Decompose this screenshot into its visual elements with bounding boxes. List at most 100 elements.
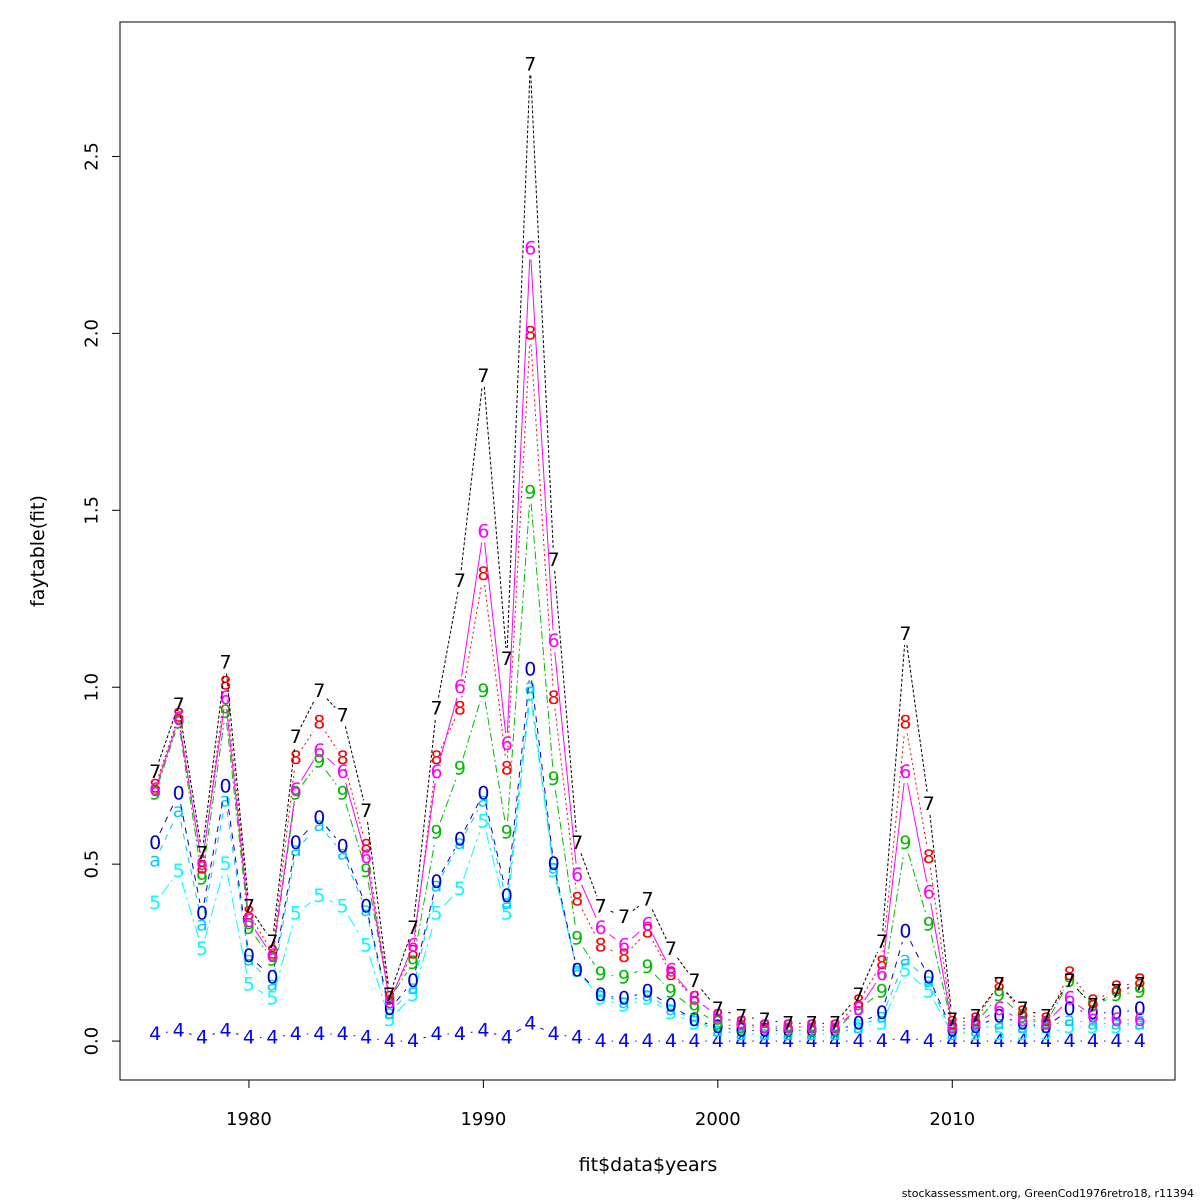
series-line-segment bbox=[909, 940, 925, 968]
series-line-segment bbox=[1102, 996, 1108, 1001]
series-line-segment bbox=[609, 934, 616, 940]
data-point: 8 bbox=[149, 775, 161, 797]
data-point: 8 bbox=[923, 846, 935, 868]
data-point: 5 bbox=[243, 973, 255, 995]
series-line-segment bbox=[158, 715, 176, 762]
data-point: a bbox=[220, 789, 232, 811]
series-line-segment bbox=[235, 1033, 239, 1035]
data-point: 5 bbox=[1063, 1016, 1075, 1038]
series-line-segment bbox=[226, 708, 249, 910]
data-point: a bbox=[1017, 1016, 1029, 1038]
series-line-segment bbox=[273, 747, 296, 932]
data-point: 8 bbox=[290, 747, 302, 769]
data-point: 5 bbox=[149, 892, 161, 914]
data-point: 7 bbox=[946, 1009, 958, 1031]
data-point: 8 bbox=[477, 563, 489, 585]
data-point: 5 bbox=[407, 984, 419, 1006]
data-point: 4 bbox=[595, 1030, 607, 1052]
series-line-segment bbox=[345, 768, 364, 836]
series-line-segment bbox=[203, 811, 224, 914]
data-point: 4 bbox=[1040, 1030, 1052, 1052]
series-line-segment bbox=[554, 708, 577, 889]
data-point: 9 bbox=[782, 1019, 794, 1041]
data-point: 5 bbox=[290, 903, 302, 925]
data-point: 5 bbox=[219, 853, 231, 875]
series-line-segment bbox=[882, 783, 905, 963]
data-point: a bbox=[642, 984, 654, 1006]
data-point: a bbox=[384, 1002, 396, 1024]
data-point: a bbox=[923, 970, 935, 992]
series-line-segment bbox=[368, 917, 388, 999]
series-line-segment bbox=[158, 729, 176, 780]
data-point: 4 bbox=[899, 1027, 911, 1049]
data-point: 5 bbox=[196, 938, 208, 960]
series-line-segment bbox=[301, 760, 315, 781]
series-line-segment bbox=[414, 843, 436, 953]
data-point: 0 bbox=[1087, 1002, 1099, 1024]
series-line-segment bbox=[728, 1019, 731, 1021]
data-point: 4 bbox=[852, 1030, 864, 1052]
series-line-segment bbox=[652, 933, 667, 961]
data-point: 6 bbox=[313, 740, 325, 762]
data-point: 9 bbox=[970, 1012, 982, 1034]
series-line-segment bbox=[368, 955, 387, 1010]
series-line-segment bbox=[883, 853, 905, 981]
data-point: a bbox=[595, 984, 607, 1006]
series-line-segment bbox=[325, 833, 337, 846]
data-point: 0 bbox=[407, 970, 419, 992]
data-point: 0 bbox=[712, 1016, 724, 1038]
data-point: 0 bbox=[735, 1019, 747, 1041]
data-point: 8 bbox=[360, 835, 372, 857]
data-point: 0 bbox=[829, 1019, 841, 1041]
series-line-segment bbox=[704, 1026, 708, 1028]
series-line-segment bbox=[368, 920, 388, 1003]
data-point: 0 bbox=[970, 1016, 982, 1038]
series-line-segment bbox=[180, 821, 201, 914]
data-point: 7 bbox=[1063, 970, 1075, 992]
data-point: 0 bbox=[665, 995, 677, 1017]
data-point: 8 bbox=[618, 945, 630, 967]
data-point: 8 bbox=[1063, 963, 1075, 985]
data-point: a bbox=[1134, 1012, 1146, 1034]
data-point: 8 bbox=[595, 935, 607, 957]
series-line-segment bbox=[906, 733, 928, 847]
series-line-segment bbox=[464, 802, 479, 830]
data-point: 5 bbox=[1017, 1023, 1029, 1045]
data-point: a bbox=[290, 839, 302, 861]
data-point: 4 bbox=[1087, 1030, 1099, 1052]
series-line-segment bbox=[423, 1036, 427, 1039]
data-point: 7 bbox=[1134, 973, 1146, 995]
series-line-segment bbox=[677, 978, 688, 991]
data-point: 0 bbox=[595, 984, 607, 1006]
data-point: 8 bbox=[430, 747, 442, 769]
data-point: a bbox=[524, 676, 536, 698]
data-point: 6 bbox=[1040, 1012, 1052, 1034]
y-tick-label: 0.0 bbox=[82, 1027, 103, 1056]
series-line-segment bbox=[677, 957, 689, 973]
series-line-segment bbox=[1006, 1002, 1015, 1010]
series-line-segment bbox=[845, 1026, 849, 1028]
data-point: 6 bbox=[595, 917, 607, 939]
series-line-segment bbox=[1009, 1019, 1013, 1021]
data-point: a bbox=[735, 1023, 747, 1045]
series-line-segment bbox=[464, 809, 479, 834]
data-point: 7 bbox=[384, 984, 396, 1006]
data-point: 6 bbox=[454, 676, 466, 698]
data-point: 7 bbox=[899, 623, 911, 645]
data-point: 0 bbox=[173, 782, 185, 804]
series-4: 4 4 4 4 4 4 4 4 4 4 4 4 4 4 4 44 4 4 4 4 4 4 4 4 4 4 4 4 4 4 4 4 4 4 4 4 4 4 4… bbox=[149, 1012, 1146, 1052]
data-point: a bbox=[1087, 1012, 1099, 1034]
data-point: 0 bbox=[1134, 998, 1146, 1020]
data-point: 0 bbox=[993, 1005, 1005, 1027]
series-line-segment bbox=[913, 977, 922, 985]
data-point: 8 bbox=[876, 952, 888, 974]
data-point: 6 bbox=[829, 1016, 841, 1038]
data-point: 4 bbox=[219, 1019, 231, 1041]
series-line-segment bbox=[1056, 1029, 1060, 1032]
data-point: 5 bbox=[899, 959, 911, 981]
series-line-segment bbox=[367, 857, 389, 988]
data-point: 5 bbox=[173, 860, 185, 882]
series-line-segment bbox=[303, 825, 313, 836]
data-point: 5 bbox=[360, 935, 372, 957]
data-point: a bbox=[478, 789, 490, 811]
